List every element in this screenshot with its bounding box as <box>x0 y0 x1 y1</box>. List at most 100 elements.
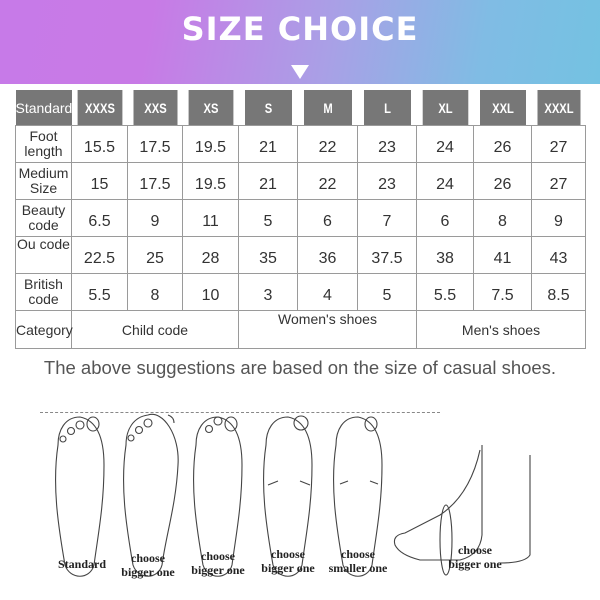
foot-caption: choose smaller one <box>318 547 398 575</box>
table-row: Beauty code 6.5 9 11 5 6 7 6 8 9 <box>15 199 586 237</box>
value-cell: 21 <box>238 125 298 163</box>
value-cell: 43 <box>531 236 586 274</box>
value-cell: 6 <box>416 199 474 237</box>
value-cell: 22 <box>297 162 358 200</box>
caption-line: bigger one <box>191 563 245 577</box>
value-cell: 7.5 <box>473 273 532 311</box>
row-label-line: code <box>28 291 59 307</box>
value-cell: 8 <box>127 273 183 311</box>
triangle-down-icon <box>291 65 309 79</box>
foot-long-toe-icon <box>193 416 243 577</box>
value-cell: 3 <box>238 273 298 311</box>
caption-line: bigger one <box>448 557 502 571</box>
size-header-cell: XS <box>188 90 233 126</box>
table-row: Medium Size 15 17.5 19.5 21 22 23 24 26 27 <box>15 162 586 200</box>
foot-caption: choose bigger one <box>178 549 258 577</box>
value-cell: 27 <box>531 162 586 200</box>
foot-narrow-icon <box>333 416 383 577</box>
caption-line: bigger one <box>121 565 175 579</box>
value-cell: 5.5 <box>71 273 128 311</box>
value-cell: 9 <box>127 199 183 237</box>
value-cell: 5.5 <box>416 273 474 311</box>
value-cell: 9 <box>531 199 586 237</box>
size-header-cell: M <box>303 90 352 126</box>
value-cell: 5 <box>238 199 298 237</box>
size-header-cell: L <box>363 90 411 126</box>
row-label: Medium Size <box>15 162 72 200</box>
row-label-line: length <box>24 143 63 159</box>
value-cell: 41 <box>473 236 532 274</box>
value-cell: 35 <box>238 236 298 274</box>
value-cell: 19.5 <box>182 162 239 200</box>
value-cell: 26 <box>473 125 532 163</box>
note-text: The above suggestions are based on the s… <box>43 357 557 378</box>
banner: SIZE CHOICE <box>0 0 600 84</box>
value-cell: 24 <box>416 125 474 163</box>
size-header-cell: XXXL <box>536 90 581 126</box>
value-cell: 8 <box>473 199 532 237</box>
value-cell: 23 <box>357 125 417 163</box>
row-label: Beauty code <box>15 199 72 237</box>
size-header-cell: XL <box>422 90 468 126</box>
row-label-line: Beauty <box>21 202 66 218</box>
value-cell: 19.5 <box>182 125 239 163</box>
value-cell: 23 <box>357 162 417 200</box>
value-cell: 21 <box>238 162 298 200</box>
row-label-line: Size <box>29 180 58 196</box>
size-header-cell: XXL <box>479 90 526 126</box>
category-group: Women's shoes <box>238 310 417 349</box>
value-cell: 25 <box>127 236 183 274</box>
value-cell: 24 <box>416 162 474 200</box>
caption-line: choose <box>341 547 375 561</box>
value-cell: 8.5 <box>531 273 586 311</box>
size-header-cell: XXXS <box>77 90 122 126</box>
size-header-cell: S <box>244 90 292 126</box>
table-row: Ou code 22.5 25 28 35 36 37.5 38 41 43 <box>15 236 586 274</box>
row-label: Foot length <box>15 125 72 163</box>
row-label-line: Ou code <box>17 236 70 252</box>
category-label: Category <box>15 310 73 349</box>
value-cell: 6.5 <box>71 199 128 237</box>
value-cell: 15.5 <box>71 125 128 163</box>
foot-caption: Standard <box>42 557 122 571</box>
table-header-row: Standard XXXS XXS XS S M L XL XXL XXXL <box>15 90 586 126</box>
foot-wide-icon <box>263 415 313 577</box>
value-cell: 5 <box>357 273 417 311</box>
foot-high-instep-icon <box>393 445 531 576</box>
category-row: Category Child code Women's shoes Men's sho… <box>15 310 586 349</box>
value-cell: 6 <box>297 199 358 237</box>
row-label: Ou code <box>15 236 72 274</box>
category-group: Child code <box>71 310 239 349</box>
row-label: British code <box>15 273 72 311</box>
feet-illustration <box>55 413 531 577</box>
value-cell: 4 <box>297 273 358 311</box>
value-cell: 26 <box>473 162 532 200</box>
foot-wide-toe-icon <box>123 413 179 577</box>
row-label-line: Foot <box>29 128 58 144</box>
value-cell: 28 <box>182 236 239 274</box>
banner-title: SIZE CHOICE <box>181 10 419 48</box>
caption-line: smaller one <box>328 561 388 575</box>
value-cell: 22.5 <box>71 236 128 274</box>
value-cell: 38 <box>416 236 474 274</box>
caption-line: choose <box>458 543 492 557</box>
row-label-line: British <box>24 276 63 292</box>
table-row: Foot length 15.5 17.5 19.5 21 22 23 24 26 27 <box>15 125 586 163</box>
foot-caption: choose bigger one <box>435 543 515 571</box>
value-cell: 11 <box>182 199 239 237</box>
value-cell: 36 <box>297 236 358 274</box>
caption-line: bigger one <box>261 561 315 575</box>
caption-line: choose <box>271 547 305 561</box>
foot-standard-icon <box>55 416 105 577</box>
value-cell: 10 <box>182 273 239 311</box>
foot-caption: choose bigger one <box>108 551 188 579</box>
row-label-line: code <box>28 217 59 233</box>
caption-line: choose <box>131 551 165 565</box>
foot-caption: choose bigger one <box>248 547 328 575</box>
value-cell: 27 <box>531 125 586 163</box>
size-header-cell: XXS <box>133 90 177 126</box>
caption-line: choose <box>201 549 235 563</box>
toe-guide-line <box>40 412 440 413</box>
value-cell: 17.5 <box>127 162 183 200</box>
value-cell: 7 <box>357 199 417 237</box>
